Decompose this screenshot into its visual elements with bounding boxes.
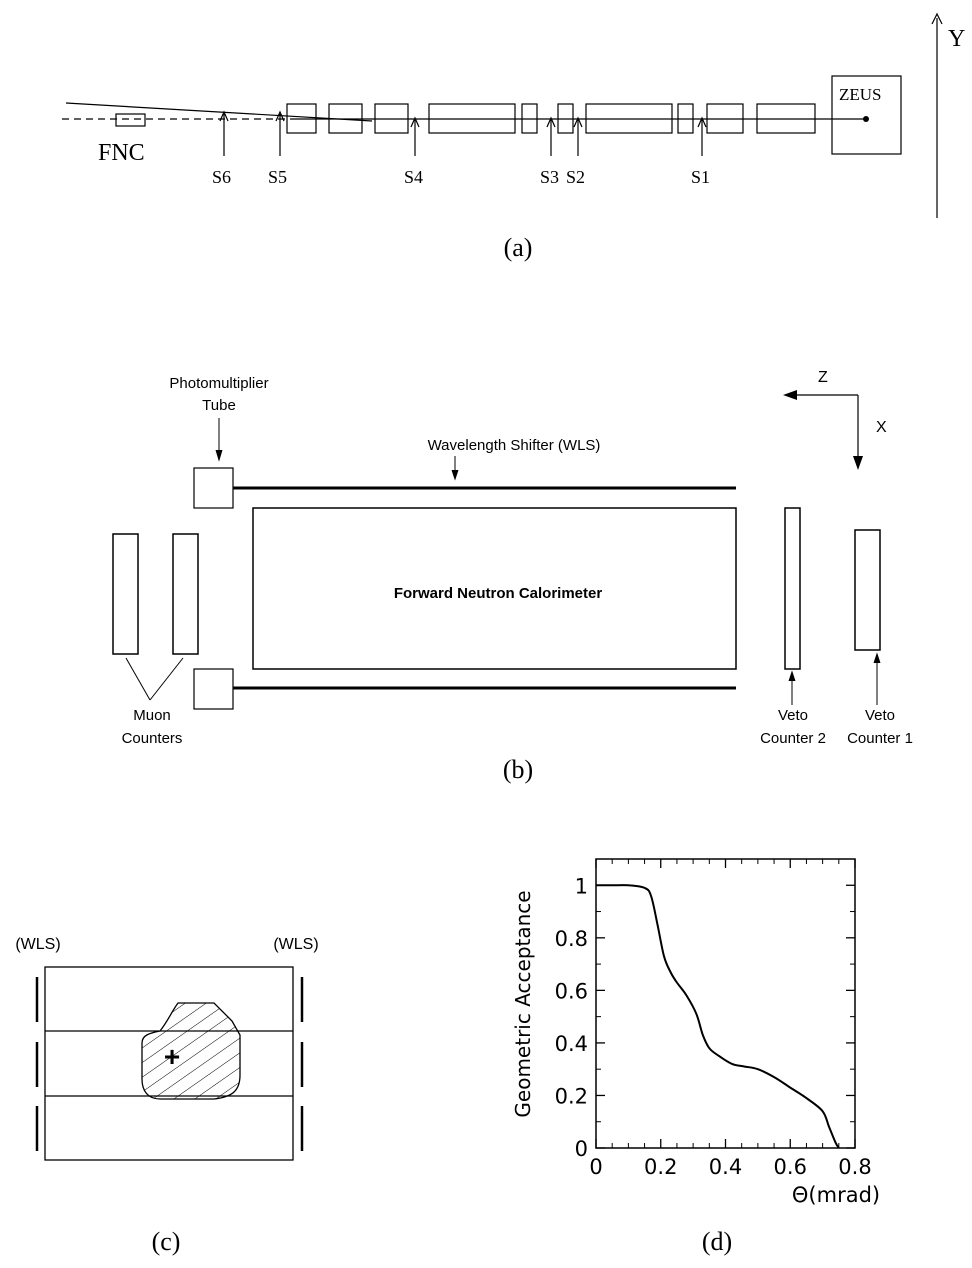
wls-label: Wavelength Shifter (WLS) [428, 437, 601, 454]
arrow-up-icon [219, 110, 229, 122]
fnc-box [115, 113, 146, 127]
y-tick-label: 1 [575, 874, 588, 898]
y-axis-arrowhead-icon [931, 12, 943, 25]
chart-ticks [595, 858, 856, 1149]
arrow-down-icon [451, 469, 459, 481]
x-tick-label: 0.2 [644, 1155, 677, 1179]
station-label-s3: S3 [540, 167, 559, 187]
station-label-s5: S5 [268, 167, 287, 187]
muon-pointer-left [125, 657, 151, 701]
magnet-5 [521, 103, 538, 134]
x-tick-label: 0 [589, 1155, 602, 1179]
magnet-1 [286, 103, 317, 134]
x-axis-arrowhead-icon [853, 456, 863, 470]
magnet-4 [428, 103, 516, 134]
magnet-7 [585, 103, 673, 134]
caption-a: (a) [504, 233, 533, 262]
x-axis-label: X [876, 419, 887, 436]
z-axis-label: Z [818, 369, 828, 386]
zeus-label: ZEUS [839, 85, 882, 104]
arrow-up-icon [546, 116, 556, 128]
station-label-s2: S2 [566, 167, 585, 187]
muon-pointer-right [149, 657, 184, 701]
y-tick-label: 0 [575, 1137, 588, 1161]
panel-a-beamline: Y FNC ZEUS [62, 12, 965, 262]
fnc-label: FNC [98, 140, 145, 166]
veto-counter-1 [854, 529, 881, 651]
acceptance-chart: 0 0.2 0.4 0.6 0.8 0 0.2 0.4 0.6 0.8 1 Geometric Ac… [511, 858, 880, 1256]
acceptance-region [141, 1002, 241, 1100]
y-axis-label: Y [948, 26, 965, 52]
wls-right-label: (WLS) [273, 936, 318, 953]
wls-left-label: (WLS) [15, 936, 60, 953]
station-label-s1: S1 [691, 167, 710, 187]
muon-label-line2: Counters [122, 730, 183, 747]
y-tick-label: 0.2 [555, 1084, 588, 1108]
veto2-label-line2: Counter 2 [760, 730, 826, 747]
veto-counter-2 [784, 507, 801, 670]
pmt-label-line1: Photomultiplier [169, 375, 268, 392]
magnet-10 [756, 103, 816, 134]
x-tick-label: 0.4 [709, 1155, 742, 1179]
pmt-label-line2: Tube [202, 397, 236, 414]
muon-counter-2 [172, 533, 199, 655]
y-tick-label: 0.8 [555, 927, 588, 951]
caption-c: (c) [152, 1227, 181, 1256]
muon-label-line1: Muon [133, 707, 171, 724]
beam-center-mark: + [164, 1041, 180, 1072]
veto2-label-line1: Veto [778, 707, 808, 724]
neutron-trajectory [65, 102, 373, 122]
magnet-9 [706, 103, 744, 134]
arrow-up-icon [697, 116, 707, 128]
arrow-up-icon [788, 670, 796, 682]
magnet-3 [374, 103, 409, 134]
panel-b-fnc-layout: Z X Photomultiplier Tube Wavelength Shif… [112, 369, 913, 784]
arrow-up-icon [873, 652, 881, 664]
station-label-s6: S6 [212, 167, 231, 187]
x-axis-title: Θ(mrad) [792, 1183, 880, 1207]
x-tick-label: 0.8 [838, 1155, 871, 1179]
chart-tick-labels: 0 0.2 0.4 0.6 0.8 0 0.2 0.4 0.6 0.8 1 [555, 874, 872, 1179]
pmt-bottom [193, 668, 234, 710]
y-tick-label: 0.4 [555, 1032, 588, 1056]
veto1-label-line1: Veto [865, 707, 895, 724]
y-tick-label: 0.6 [555, 979, 588, 1003]
arrow-up-icon [573, 116, 583, 128]
y-axis-title: Geometric Acceptance [511, 890, 535, 1117]
zeus-detector-box [831, 75, 902, 155]
arrow-up-icon [275, 110, 285, 122]
magnet-2 [328, 103, 363, 134]
calorimeter-front-outline [44, 966, 294, 1161]
station-label-s4: S4 [404, 167, 423, 187]
calorimeter-box [252, 507, 737, 670]
caption-d: (d) [702, 1227, 732, 1256]
calorimeter-label: Forward Neutron Calorimeter [394, 585, 603, 602]
interaction-point [863, 116, 869, 122]
panel-c-front-view: (WLS) (WLS) + (c) [15, 936, 318, 1256]
veto1-label-line2: Counter 1 [847, 730, 913, 747]
acceptance-curve [595, 884, 840, 1149]
pmt-top [193, 467, 234, 509]
arrow-up-icon [410, 116, 420, 128]
x-tick-label: 0.6 [774, 1155, 807, 1179]
station-arrows [219, 110, 707, 156]
caption-b: (b) [503, 755, 533, 784]
magnet-6 [557, 103, 574, 134]
z-axis-arrowhead-icon [783, 390, 797, 400]
arrow-down-icon [215, 449, 223, 462]
magnet-8 [677, 103, 694, 134]
muon-counter-1 [112, 533, 139, 655]
